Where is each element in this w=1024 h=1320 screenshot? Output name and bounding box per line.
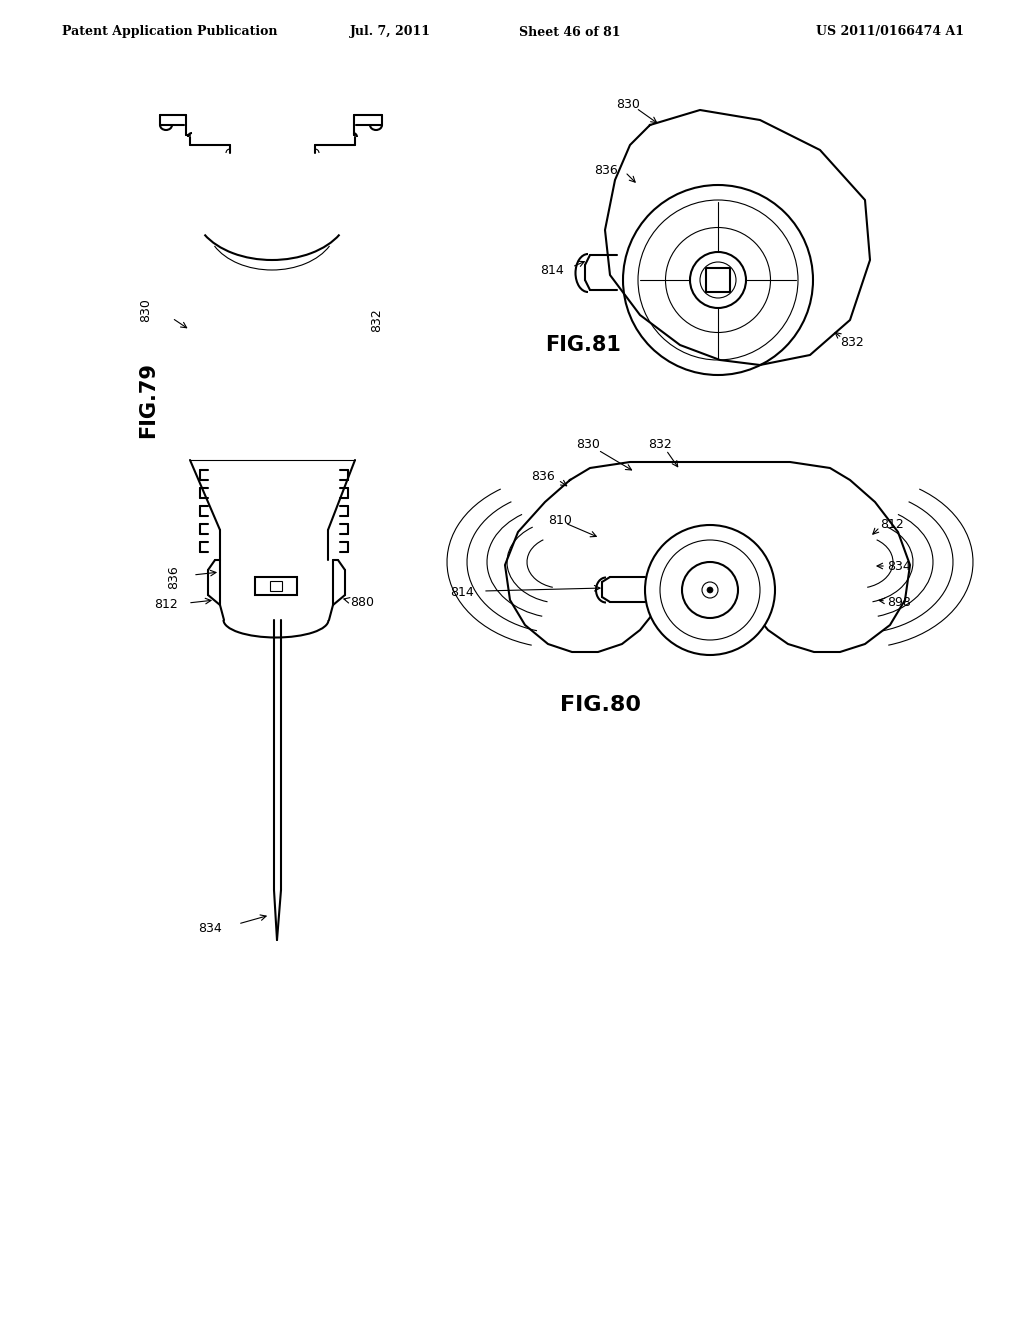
Text: 834: 834 [199, 921, 222, 935]
Text: 830: 830 [616, 99, 640, 111]
Text: FIG.79: FIG.79 [138, 362, 158, 438]
Text: 830: 830 [577, 438, 600, 451]
Circle shape [682, 562, 738, 618]
Text: Jul. 7, 2011: Jul. 7, 2011 [349, 25, 430, 38]
Circle shape [702, 582, 718, 598]
Circle shape [645, 525, 775, 655]
Text: 814: 814 [451, 586, 474, 598]
Text: 832: 832 [648, 438, 672, 451]
Text: 832: 832 [840, 335, 864, 348]
Text: 814: 814 [541, 264, 564, 276]
Text: US 2011/0166474 A1: US 2011/0166474 A1 [816, 25, 964, 38]
Text: 830: 830 [139, 298, 152, 322]
Circle shape [700, 261, 736, 298]
Circle shape [707, 587, 713, 593]
Text: 836: 836 [167, 565, 180, 589]
Text: Patent Application Publication: Patent Application Publication [62, 25, 278, 38]
Text: FIG.80: FIG.80 [560, 696, 641, 715]
Text: 834: 834 [887, 561, 910, 573]
Circle shape [660, 540, 760, 640]
Text: 812: 812 [155, 598, 178, 611]
Text: 898: 898 [887, 595, 911, 609]
Bar [270, 581, 282, 591]
Text: 812: 812 [880, 519, 904, 532]
Text: 810: 810 [548, 513, 572, 527]
Bar [255, 577, 297, 595]
Text: Sheet 46 of 81: Sheet 46 of 81 [519, 25, 621, 38]
Text: 836: 836 [531, 470, 555, 483]
Text: 832: 832 [370, 308, 383, 331]
Text: 880: 880 [350, 595, 374, 609]
Circle shape [690, 252, 746, 308]
Text: 836: 836 [594, 164, 618, 177]
Text: FIG.81: FIG.81 [545, 335, 621, 355]
